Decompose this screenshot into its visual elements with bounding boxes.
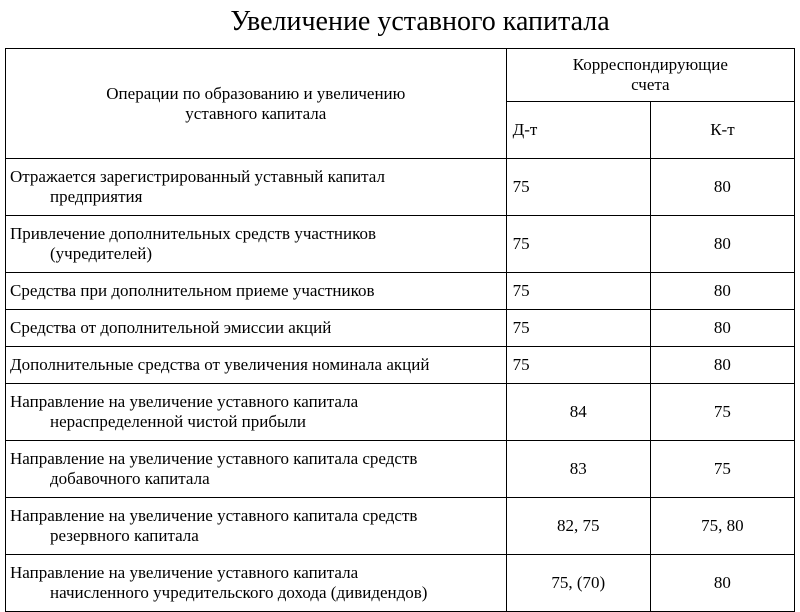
header-accounts-line2: счета xyxy=(631,75,669,94)
header-operations: Операции по образованию и увеличению уст… xyxy=(6,49,507,159)
debit-cell: 75 xyxy=(506,310,650,347)
credit-cell: 80 xyxy=(650,347,794,384)
table-row: Дополнительные средства от увеличения но… xyxy=(6,347,795,384)
op-line1: Средства от дополнительной эмиссии акций xyxy=(10,318,331,337)
table-row: Средства от дополнительной эмиссии акций… xyxy=(6,310,795,347)
table-row: Направление на увеличение уставного капи… xyxy=(6,384,795,441)
credit-cell: 75, 80 xyxy=(650,498,794,555)
table-row: Направление на увеличение уставного капи… xyxy=(6,441,795,498)
debit-cell: 75 xyxy=(506,216,650,273)
debit-cell: 75 xyxy=(506,347,650,384)
op-line2: предприятия xyxy=(10,187,500,207)
table-row: Привлечение дополнительных средств участ… xyxy=(6,216,795,273)
operation-cell: Направление на увеличение уставного капи… xyxy=(6,384,507,441)
table-row: Направление на увеличение уставного капи… xyxy=(6,555,795,612)
op-line1: Направление на увеличение уставного капи… xyxy=(10,506,417,525)
op-line2: нераспределенной чистой прибыли xyxy=(10,412,500,432)
header-operations-line1: Операции по образованию и увеличению xyxy=(106,84,405,103)
op-line1: Направление на увеличение уставного капи… xyxy=(10,392,358,411)
credit-cell: 75 xyxy=(650,441,794,498)
debit-cell: 82, 75 xyxy=(506,498,650,555)
table-row: Отражается зарегистрированный уставный к… xyxy=(6,159,795,216)
table-header-row-1: Операции по образованию и увеличению уст… xyxy=(6,49,795,102)
page-title: Увеличение уставного капитала xyxy=(40,0,800,48)
op-line1: Направление на увеличение уставного капи… xyxy=(10,563,358,582)
operation-cell: Дополнительные средства от увеличения но… xyxy=(6,347,507,384)
debit-cell: 84 xyxy=(506,384,650,441)
credit-cell: 80 xyxy=(650,310,794,347)
debit-cell: 75 xyxy=(506,159,650,216)
credit-cell: 80 xyxy=(650,159,794,216)
op-line2: добавочного капитала xyxy=(10,469,500,489)
op-line2: (учредителей) xyxy=(10,244,500,264)
op-line1: Дополнительные средства от увеличения но… xyxy=(10,355,429,374)
operation-cell: Направление на увеличение уставного капи… xyxy=(6,555,507,612)
credit-cell: 80 xyxy=(650,216,794,273)
header-credit: К-т xyxy=(650,102,794,159)
credit-cell: 80 xyxy=(650,555,794,612)
header-accounts-line1: Корреспондирующие xyxy=(573,55,728,74)
credit-cell: 75 xyxy=(650,384,794,441)
operation-cell: Отражается зарегистрированный уставный к… xyxy=(6,159,507,216)
capital-table: Операции по образованию и увеличению уст… xyxy=(5,48,795,612)
op-line1: Отражается зарегистрированный уставный к… xyxy=(10,167,385,186)
credit-cell: 80 xyxy=(650,273,794,310)
header-operations-line2: уставного капитала xyxy=(185,104,326,123)
operation-cell: Средства от дополнительной эмиссии акций xyxy=(6,310,507,347)
operation-cell: Средства при дополнительном приеме участ… xyxy=(6,273,507,310)
op-line1: Направление на увеличение уставного капи… xyxy=(10,449,417,468)
op-line2: начисленного учредительского дохода (див… xyxy=(10,583,500,603)
operation-cell: Направление на увеличение уставного капи… xyxy=(6,441,507,498)
table-row: Направление на увеличение уставного капи… xyxy=(6,498,795,555)
debit-cell: 75 xyxy=(506,273,650,310)
operation-cell: Направление на увеличение уставного капи… xyxy=(6,498,507,555)
operation-cell: Привлечение дополнительных средств участ… xyxy=(6,216,507,273)
debit-cell: 83 xyxy=(506,441,650,498)
op-line1: Средства при дополнительном приеме участ… xyxy=(10,281,375,300)
table-row: Средства при дополнительном приеме участ… xyxy=(6,273,795,310)
op-line2: резервного капитала xyxy=(10,526,500,546)
header-accounts: Корреспондирующие счета xyxy=(506,49,794,102)
op-line1: Привлечение дополнительных средств участ… xyxy=(10,224,376,243)
header-debit: Д-т xyxy=(506,102,650,159)
debit-cell: 75, (70) xyxy=(506,555,650,612)
